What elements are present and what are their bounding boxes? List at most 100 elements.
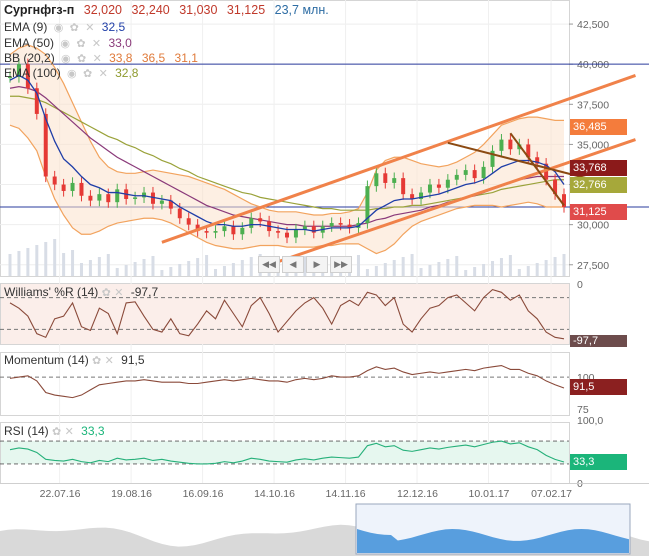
indicator-value: 32,8 — [115, 66, 139, 80]
y-tick-label: 40,000 — [577, 59, 609, 71]
close-icon[interactable]: ✕ — [91, 38, 102, 50]
candle-body — [499, 139, 504, 151]
rsi-line — [9, 440, 565, 465]
candle-body — [463, 170, 468, 175]
volume-bar — [196, 258, 200, 276]
volume-bar — [535, 263, 539, 276]
candle-body — [97, 194, 102, 201]
indicator-ema50[interactable]: EMA (50) ◉ ✿ ✕ 33,0 — [4, 35, 132, 52]
momentum-pane-label[interactable]: Momentum (14) ✿ ✕ 91,5 — [4, 353, 145, 367]
candle-body — [52, 176, 57, 185]
gear-icon[interactable]: ✿ — [92, 355, 102, 367]
candle-body — [61, 184, 66, 191]
gear-icon[interactable]: ✿ — [76, 38, 86, 50]
candle-body — [115, 189, 120, 203]
volume-bar — [517, 269, 521, 276]
volume-bar — [401, 257, 405, 276]
indicator-ema100[interactable]: EMA (100) ◉ ✿ ✕ 32,8 — [4, 65, 138, 82]
candle-body — [311, 226, 316, 233]
volume-bar — [71, 250, 75, 276]
instrument-symbol[interactable]: Сургнфгз-п — [4, 3, 75, 17]
volume-bar — [482, 264, 486, 276]
eye-icon[interactable]: ◉ — [67, 68, 77, 80]
candle-body — [481, 166, 486, 179]
volume-bar — [106, 254, 110, 276]
indicator-name: EMA (9) — [4, 20, 48, 34]
x-tick-label: 12.12.16 — [397, 488, 438, 500]
candle-body — [204, 231, 209, 233]
nav-last-button[interactable]: ▶▶ — [330, 256, 352, 273]
volume-bar — [446, 259, 450, 276]
y-tick-label: 27,500 — [577, 260, 609, 272]
indicator-name: EMA (50) — [4, 36, 55, 50]
close-icon[interactable]: ✕ — [92, 53, 102, 65]
close-icon[interactable]: ✕ — [104, 355, 114, 367]
candle-body — [240, 227, 245, 235]
nav-first-button[interactable]: ◀◀ — [258, 256, 280, 273]
candle-body — [16, 64, 21, 78]
indicator-ema9[interactable]: EMA (9) ◉ ✿ ✕ 32,5 — [4, 19, 125, 36]
volume-bar — [365, 269, 369, 276]
eye-icon[interactable]: ◉ — [61, 53, 71, 65]
nav-prev-button[interactable]: ◀ — [282, 256, 304, 273]
williams-pane-label[interactable]: Williams' %R (14) ✿ ✕ -97,7 — [4, 285, 158, 299]
candle-body — [25, 64, 30, 89]
gear-icon[interactable]: ✿ — [83, 68, 93, 80]
candle-body — [70, 182, 75, 191]
price-tag-bb-mid: 33,768 — [570, 160, 627, 176]
x-tick-label: 16.09.16 — [183, 488, 224, 500]
price-tag-bb-upper: 36,485 — [570, 119, 627, 135]
pane-frame — [0, 0, 570, 277]
gear-icon[interactable]: ✿ — [101, 287, 111, 299]
volume-bar — [491, 261, 495, 276]
volume-bar — [249, 257, 253, 276]
volume-bar — [124, 265, 128, 276]
volume-bar — [151, 256, 155, 276]
candle-body — [392, 178, 397, 183]
volume-bar — [26, 248, 30, 276]
gear-icon[interactable]: ✿ — [52, 426, 62, 438]
rsi-pane-label[interactable]: RSI (14) ✿ ✕ 33,3 — [4, 424, 105, 438]
williams-tag: -97,7 — [570, 335, 627, 347]
close-icon[interactable]: ✕ — [114, 287, 124, 299]
volume-bar — [383, 263, 387, 276]
candle-body — [427, 184, 432, 193]
eye-icon[interactable]: ◉ — [53, 22, 64, 34]
indicator-value-lower: 31,1 — [174, 51, 198, 65]
williams-bg — [1, 284, 569, 344]
candle-body — [329, 223, 334, 227]
momentum-tag: 91,5 — [570, 379, 627, 395]
close-icon[interactable]: ✕ — [64, 426, 74, 438]
nav-next-button[interactable]: ▶ — [306, 256, 328, 273]
volume-bar — [508, 255, 512, 276]
open-price: 32,020 — [83, 3, 122, 17]
candle-body — [195, 224, 200, 232]
y-tick-label: 30,000 — [577, 220, 609, 232]
eye-icon[interactable]: ◉ — [60, 38, 70, 50]
rsi-value: 33,3 — [81, 424, 105, 438]
gear-icon[interactable]: ✿ — [69, 22, 79, 34]
high-price: 32,240 — [131, 3, 170, 17]
volume-bar — [222, 266, 226, 276]
indicator-bb[interactable]: BB (20,2) ◉ ✿ ✕ 33,8 36,5 31,1 — [4, 50, 198, 67]
volume-bar — [464, 270, 468, 276]
bb-band-fill — [10, 44, 564, 254]
candle-body — [106, 194, 111, 203]
volume-bar — [356, 255, 360, 276]
close-icon[interactable]: ✕ — [85, 22, 95, 34]
momentum-value: 91,5 — [121, 353, 145, 367]
close-icon[interactable]: ✕ — [98, 68, 108, 80]
low-price: 31,030 — [179, 3, 218, 17]
candle-body — [401, 178, 406, 195]
candle-body — [293, 229, 298, 238]
volume-bar — [410, 254, 414, 276]
indicator-name: BB (20,2) — [4, 51, 55, 65]
gear-icon[interactable]: ✿ — [77, 53, 87, 65]
down-channel-lower — [509, 132, 565, 206]
volume-bar — [499, 258, 503, 276]
x-tick-label: 19.08.16 — [111, 488, 152, 500]
candle-body — [490, 150, 495, 167]
volume-bar — [88, 260, 92, 276]
